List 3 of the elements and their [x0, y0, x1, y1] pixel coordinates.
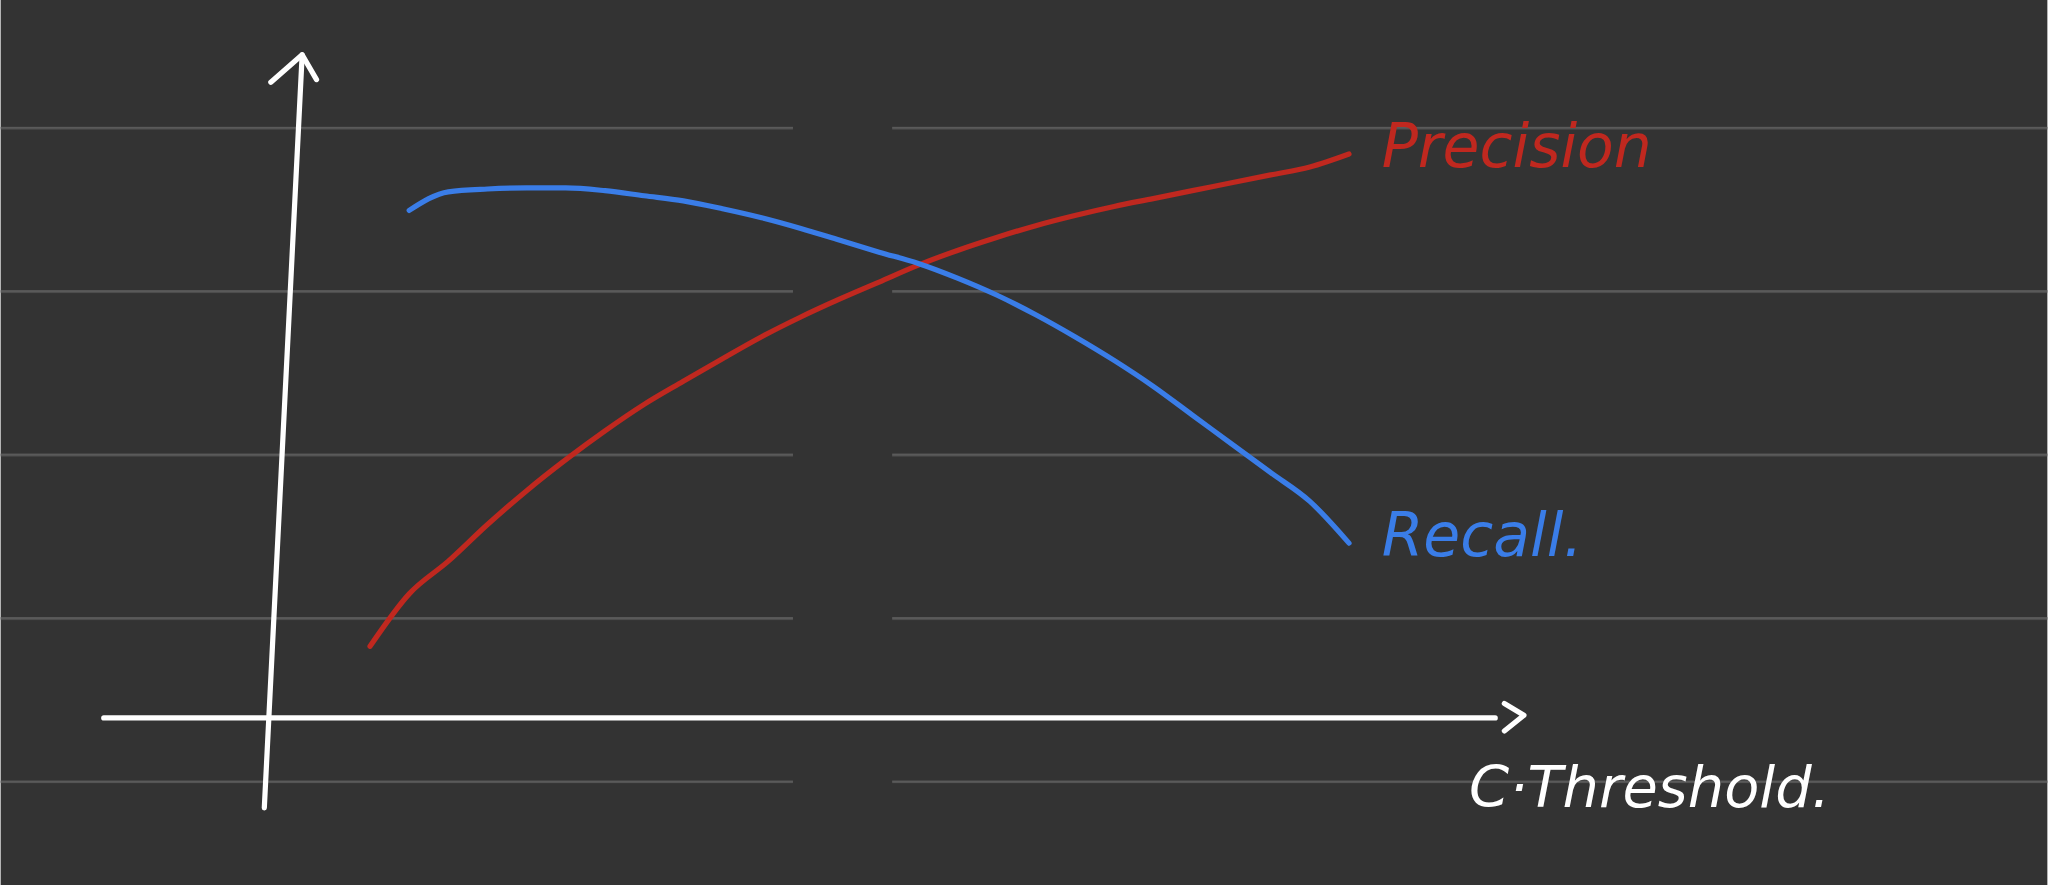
series-label: Precision [1381, 111, 1652, 182]
series-label: Recall. [1381, 500, 1583, 571]
x-axis-title: C·Threshold. [1469, 753, 1830, 821]
